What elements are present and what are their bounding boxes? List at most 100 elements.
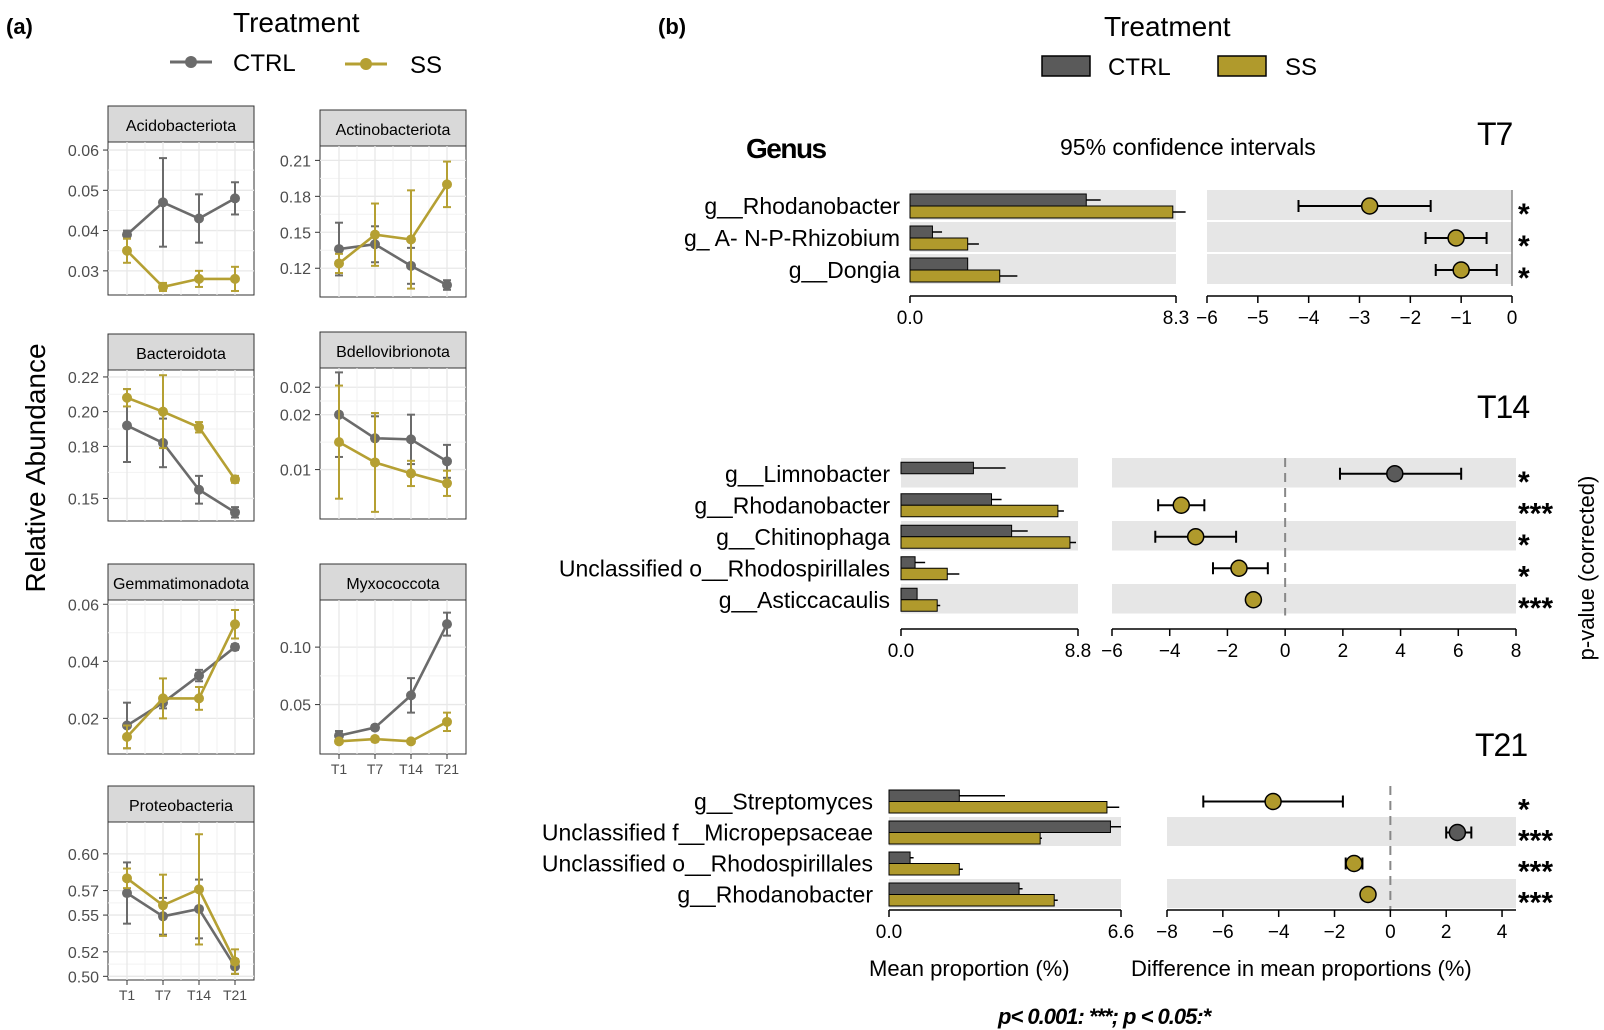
- y-tick-label: 0.12: [280, 261, 311, 278]
- data-point-ss: [406, 736, 416, 747]
- x-tick-label: T1: [119, 987, 136, 1003]
- diff-tick-label: 4: [1497, 922, 1508, 943]
- significance-label: *: [1518, 198, 1530, 231]
- panel-label-b: (b): [658, 14, 686, 39]
- mean-tick-label: 8.3: [1163, 308, 1189, 329]
- x-tick-label: T7: [367, 761, 384, 777]
- series-line-ss: [126, 623, 237, 738]
- diff-tick-label: 2: [1441, 922, 1452, 943]
- y-tick-label: 0.05: [280, 698, 311, 715]
- diff-tick-label: 4: [1395, 641, 1406, 662]
- diff-tick-label: −6: [1101, 641, 1123, 662]
- y-tick-label: 0.02: [280, 380, 311, 397]
- y-tick-label: 0.18: [68, 439, 99, 456]
- y-tick-label: 0.60: [68, 847, 99, 864]
- facet-title: Proteobacteria: [129, 798, 233, 815]
- taxon-label: Unclassified o__Rhodospirillales: [559, 555, 890, 581]
- facet-proteobacteria: Proteobacteria 0.50 0.52 0.55 0.57 0.60 T1 T7 T1…: [68, 785, 255, 1003]
- y-tick-label: 0.18: [280, 189, 311, 206]
- significance-label: ***: [1518, 497, 1553, 530]
- bar-ss: [900, 567, 948, 581]
- diff-point: [1452, 261, 1470, 279]
- data-point-ss: [158, 406, 168, 417]
- ci-title: 95% confidence intervals: [1060, 134, 1316, 160]
- legend-b-ss-label: SS: [1285, 54, 1317, 81]
- y-tick-label: 0.05: [68, 183, 99, 200]
- y-tick-label: 0.02: [68, 711, 99, 728]
- diff-point: [1360, 197, 1379, 215]
- diff-tick-label: 0: [1280, 641, 1291, 662]
- x-tick-label: T14: [187, 987, 211, 1003]
- mean-tick-label: 0.0: [897, 308, 923, 329]
- bar-ss: [900, 599, 938, 612]
- y-tick-label: 0.10: [280, 640, 311, 657]
- diff-tick-label: −4: [1298, 308, 1320, 329]
- series-line-ctrl: [126, 891, 237, 968]
- y-tick-label: 0.04: [68, 224, 99, 241]
- taxon-label: Unclassified o__Rhodospirillales: [542, 851, 873, 877]
- bar-ss: [909, 205, 1174, 219]
- y-axis-label-a: Relative Abundance: [20, 343, 51, 592]
- series-line-ctrl: [126, 197, 236, 236]
- y-tick-label: 0.01: [280, 463, 311, 480]
- data-point-ss: [370, 457, 380, 468]
- series-line-ss: [126, 877, 237, 963]
- facet-bacteroidota: Bacteroidota 0.15 0.18 0.20 0.22: [68, 333, 255, 522]
- data-point-ss: [334, 258, 344, 269]
- bar-ctrl: [909, 257, 969, 271]
- x-tick-label: T14: [399, 761, 423, 777]
- stamp-panel-t21: T21 g__Streptomyces * Unclassified f__Micro…: [542, 727, 1553, 943]
- taxon-label: g__Asticcacaulis: [719, 587, 890, 613]
- bar-ss: [888, 863, 960, 876]
- y-tick-label: 0.20: [68, 405, 99, 422]
- data-point-ss: [370, 734, 380, 745]
- data-point-ss: [370, 229, 380, 240]
- data-point-ctrl: [334, 244, 344, 255]
- data-point-ctrl: [230, 642, 240, 653]
- diff-tick-label: −5: [1247, 308, 1269, 329]
- data-point-ss: [194, 273, 204, 284]
- genus-title: Genus: [746, 133, 827, 164]
- taxon-label: Unclassified f__Micropepsaceae: [542, 820, 873, 846]
- facet-strip: [107, 563, 255, 601]
- diff-point: [1230, 559, 1248, 577]
- data-point-ss: [230, 956, 240, 967]
- data-point-ss: [158, 693, 168, 704]
- bar-ctrl: [909, 193, 1087, 207]
- data-point-ss: [194, 884, 204, 895]
- significance-label: *: [1518, 230, 1530, 263]
- diff-tick-label: −3: [1349, 308, 1371, 329]
- diff-tick-label: 8: [1511, 641, 1522, 662]
- pvalue-axis-label: p-value (corrected): [1574, 476, 1599, 661]
- data-point-ctrl: [442, 280, 452, 291]
- bar-ctrl: [900, 587, 918, 601]
- facet-title: Acidobacteriota: [126, 118, 236, 135]
- x-tick-label: T21: [435, 761, 459, 777]
- y-tick-label: 0.50: [68, 969, 99, 986]
- data-point-ss: [122, 392, 132, 403]
- bar-ctrl: [888, 789, 960, 802]
- bar-ctrl: [900, 493, 993, 506]
- data-point-ctrl: [442, 619, 452, 630]
- bar-ss: [888, 832, 1041, 845]
- diff-point: [1186, 528, 1205, 546]
- significance-label: *: [1518, 560, 1530, 593]
- facet-acidobacteriota: Acidobacteriota 0.03 0.04 0.05 0.06: [68, 105, 255, 296]
- taxon-label: g__Limnobacter: [725, 461, 890, 487]
- bar-ss: [900, 536, 1071, 549]
- series-line-ss: [126, 249, 235, 289]
- data-point-ss: [230, 619, 240, 630]
- taxon-label: g__Dongia: [789, 257, 900, 283]
- stamp-panel-t14: T14 g__Limnobacter * g__Rhodanobacter *** g__…: [559, 389, 1553, 662]
- y-tick-label: 0.57: [68, 884, 99, 901]
- facet-title: Actinobacteriota: [336, 122, 451, 139]
- diff-point: [1345, 854, 1363, 873]
- bar-ss: [888, 801, 1108, 814]
- legend-b-ctrl: CTRL: [1041, 54, 1171, 81]
- panel-title: T21: [1475, 727, 1527, 763]
- mean-tick-label: 0.0: [888, 641, 914, 662]
- legend-a-ss: SS: [345, 52, 442, 79]
- diff-point: [1359, 885, 1377, 904]
- facet-title: Myxococcota: [346, 576, 439, 593]
- bar-ctrl: [888, 820, 1111, 833]
